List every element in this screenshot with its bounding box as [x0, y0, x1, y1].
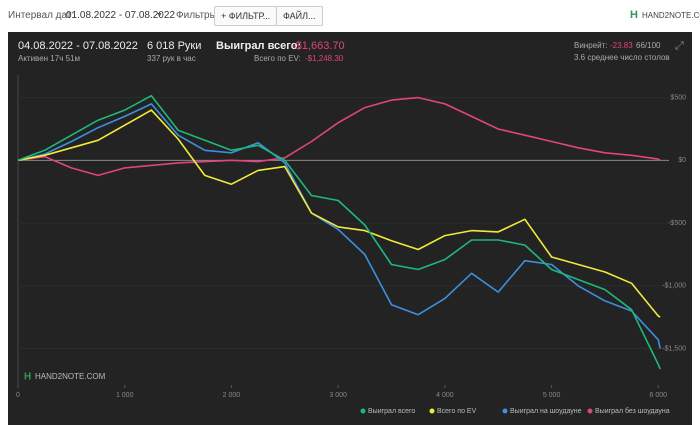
- y-tick-label: -$500: [668, 220, 686, 227]
- x-tick-label: 2 000: [223, 392, 241, 399]
- watermark: HAND2NOTE.COM: [35, 372, 106, 381]
- x-tick-label: 5 000: [543, 392, 561, 399]
- expand-icon[interactable]: ⤢: [675, 40, 684, 52]
- winrate-label: Винрейт:: [574, 41, 607, 50]
- x-tick-label: 4 000: [436, 392, 454, 399]
- period: 04.08.2022 - 07.08.2022: [18, 40, 138, 52]
- hands: 6 018 Руки: [147, 40, 201, 52]
- winrate-hands: 66/100: [636, 41, 661, 50]
- y-tick-label: $500: [670, 94, 686, 101]
- date-label: Интервал дат:: [8, 10, 75, 21]
- y-tick-label: -$1,000: [662, 283, 686, 290]
- filters-label: Фильтры:: [176, 10, 220, 21]
- won-label: Выиграл всего:: [216, 40, 301, 52]
- toolbar: Интервал дат: 01.08.2022 - 07.08.2022 ▼ …: [0, 0, 700, 30]
- date-range[interactable]: 01.08.2022 - 07.08.2022: [66, 10, 175, 21]
- won-value: -$1,663.70: [292, 40, 345, 52]
- series-line: [17, 94, 661, 370]
- active: Активен 17ч 51м: [18, 54, 80, 63]
- logo-text: HAND2NOTE.COM: [642, 11, 700, 20]
- legend-label: Всего по EV: [437, 408, 477, 415]
- series-line: [17, 109, 661, 318]
- legend-label: Выиграл на шоудауне: [510, 408, 582, 415]
- tables: 3.6 среднее число столов: [574, 53, 670, 62]
- filter-button[interactable]: + ФИЛЬТР...: [214, 6, 278, 26]
- winrate-value: -23.83: [610, 41, 633, 50]
- legend-label: Выиграл без шоудауна: [595, 407, 670, 415]
- legend-swatch: [502, 408, 508, 414]
- legend-swatch: [429, 408, 435, 414]
- logo-icon: H: [630, 9, 638, 21]
- dropdown-arrow: ▼: [156, 12, 163, 19]
- y-tick-label: $0: [678, 157, 686, 164]
- ev-value: -$1,248.30: [305, 54, 344, 63]
- hands-per-hour: 337 рук в час: [147, 54, 196, 63]
- series-line: [17, 103, 661, 349]
- legend-label: Выиграл всего: [368, 408, 415, 415]
- filter-text: ФИЛЬТР...: [228, 11, 271, 21]
- ev-label: Всего по EV:: [254, 54, 301, 63]
- x-tick-label: 1 000: [116, 392, 134, 399]
- legend-swatch: [587, 408, 593, 414]
- y-tick-label: -$1,500: [662, 345, 686, 352]
- x-tick-label: 6 000: [650, 392, 668, 399]
- legend-swatch: [360, 408, 366, 414]
- x-tick-label: 3 000: [329, 392, 347, 399]
- file-button[interactable]: ФАЙЛ...: [276, 6, 323, 26]
- watermark-icon: H: [24, 372, 31, 383]
- x-tick-label: 0: [16, 392, 20, 399]
- series-line: [17, 96, 661, 177]
